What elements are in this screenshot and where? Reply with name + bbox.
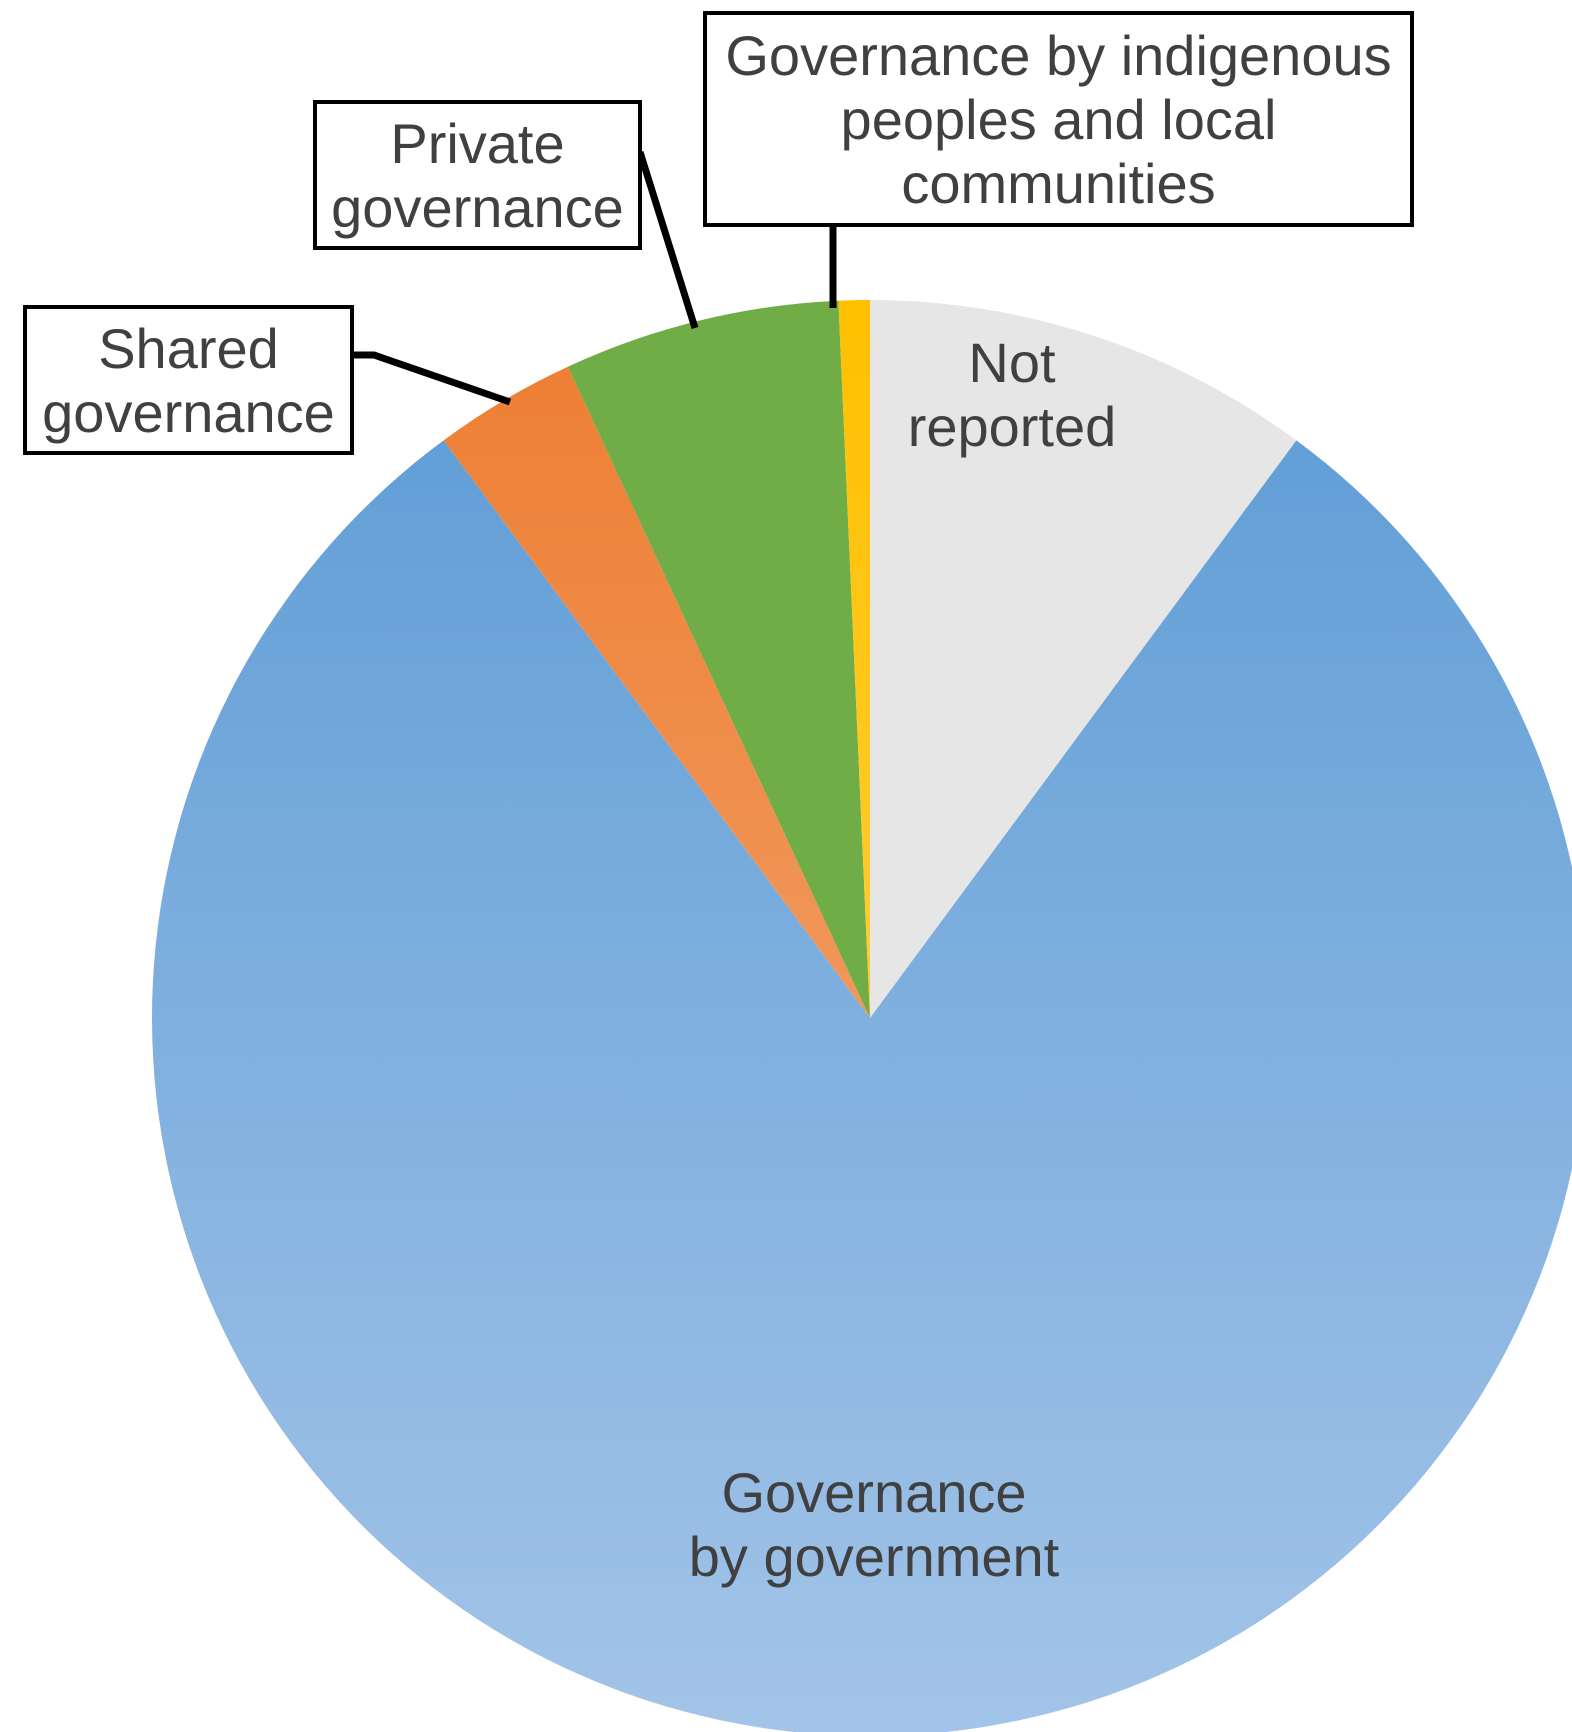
callout-box-shared-governance [23, 305, 354, 455]
slice-label-line: Governance [721, 1461, 1026, 1524]
slice-labels: Not reported Governance by government Shared… [23, 11, 1414, 1588]
slice-label-governance-by-indigenous-peoples-and-local-communities: Governance by indigenous peoples and loca… [725, 24, 1391, 215]
slice-label-line: reported [908, 395, 1117, 458]
slice-label-line: Private [390, 112, 564, 175]
slice-label-line: communities [901, 152, 1215, 215]
slice-label-shared-governance: Shared governance [42, 317, 335, 444]
pie-slice-governance-by-government [152, 440, 1572, 1732]
callout-leaders [354, 150, 837, 406]
slice-label-line: governance [42, 381, 335, 444]
pie-slice-governance-by-indigenous-peoples-and-local-communities [838, 300, 870, 1018]
callout-box-private-governance [313, 100, 642, 250]
slice-label-line: governance [331, 176, 624, 239]
slice-label-governance-by-government: Governance by government [689, 1461, 1060, 1588]
pie-slice-not-reported [870, 300, 1297, 1018]
pie-slice-private-governance [567, 300, 870, 1018]
pie-slice-shared-governance [443, 366, 870, 1018]
slice-label-line: by government [689, 1525, 1060, 1588]
slice-label-private-governance: Private governance [331, 112, 624, 239]
leader-line-private-governance [636, 150, 699, 330]
slice-label-line: peoples and local [841, 88, 1277, 151]
slice-label-line: Governance by indigenous [725, 24, 1391, 87]
callout-box-governance-by-indigenous-peoples-and-local-communities [703, 11, 1414, 227]
pie-slices [152, 300, 1572, 1732]
slice-label-line: Shared [98, 317, 279, 380]
slice-label-line: Not [968, 331, 1056, 394]
leader-line-shared-governance [354, 351, 512, 406]
slice-label-not-reported: Not reported [908, 331, 1117, 458]
